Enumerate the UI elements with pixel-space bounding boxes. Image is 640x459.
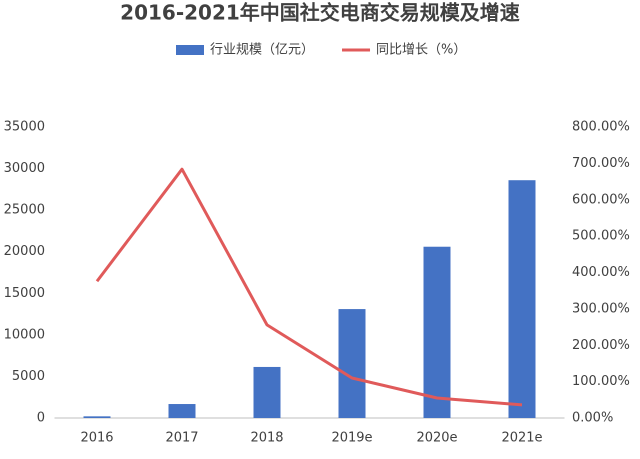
bar [168,404,196,418]
legend-label: 行业规模（亿元） [210,43,314,58]
y-tick-label: 15000 [4,286,45,301]
y2-tick-label: 100.00% [572,374,630,389]
legend-label: 同比增长（%） [376,43,466,58]
chart-title: 2016-2021年中国社交电商交易规模及增速 [120,1,520,25]
bar [508,180,536,418]
y-tick-label: 5000 [12,369,45,384]
x-tick-label: 2019e [331,431,372,446]
y-tick-label: 10000 [4,327,45,342]
line [95,167,523,407]
x-tick-label: 2021e [501,431,542,446]
x-tick-label: 2017 [165,431,198,446]
y2-tick-label: 300.00% [572,301,630,316]
x-tick-label: 2016 [80,431,113,446]
y2-tick-label: 400.00% [572,265,630,280]
bar [253,366,281,418]
y2-tick-label: 800.00% [572,120,630,135]
x-tick-label: 2018 [250,431,283,446]
bar [423,246,451,418]
bar [338,309,366,418]
y2-tick-label: 500.00% [572,229,630,244]
y2-tick-label: 600.00% [572,192,630,207]
y-tick-label: 30000 [4,161,45,176]
y-tick-label: 20000 [4,244,45,259]
legend-swatch [176,45,204,55]
y-tick-label: 0 [37,411,45,426]
y-tick-label: 25000 [4,203,45,218]
y2-tick-label: 700.00% [572,156,630,171]
y2-tick-label: 0.00% [572,411,613,426]
bar [83,416,111,418]
y2-tick-label: 200.00% [572,338,630,353]
y-tick-label: 35000 [4,120,45,135]
x-tick-label: 2020e [416,431,457,446]
